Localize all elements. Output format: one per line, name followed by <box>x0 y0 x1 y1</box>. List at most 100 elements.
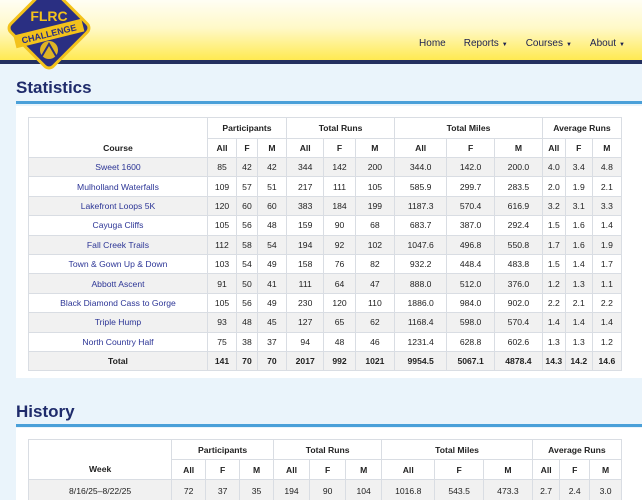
sub-column-header: F <box>446 138 496 158</box>
total-cell: 70 <box>256 350 287 372</box>
table-cell: 1187.3 <box>394 195 448 217</box>
history-participants-header: Participants <box>171 439 275 460</box>
table-cell: 105 <box>354 176 396 197</box>
table-cell: 1.7 <box>591 253 623 275</box>
table-cell: 2.2 <box>591 292 623 314</box>
total-cell: 1021 <box>354 350 396 372</box>
course-link[interactable]: Lakefront Loops 5K <box>28 195 208 217</box>
caret-down-icon: ▼ <box>619 41 625 48</box>
table-cell: 1168.4 <box>394 312 448 333</box>
nav-courses[interactable]: Courses ▼ <box>517 38 581 49</box>
table-cell: 1.1 <box>591 273 623 294</box>
table-cell: 93 <box>206 312 238 333</box>
course-link[interactable]: Mulholland Waterfalls <box>28 176 208 197</box>
table-cell: 200.0 <box>494 156 543 178</box>
nav-home[interactable]: Home <box>410 38 455 49</box>
course-link[interactable]: Town & Gown Up & Down <box>28 253 208 275</box>
table-cell: 1.5 <box>541 215 566 236</box>
table-cell: 1.9 <box>591 234 623 255</box>
table-cell: 92 <box>323 234 356 255</box>
main-nav: Home Reports ▼ Courses ▼ About ▼ <box>410 38 634 49</box>
table-cell: 54 <box>256 234 287 255</box>
table-cell: 683.7 <box>394 215 448 236</box>
table-cell: 1.5 <box>541 253 566 275</box>
sub-column-header: All <box>285 138 325 158</box>
week-header-spacer <box>27 439 173 460</box>
table-cell: 2.7 <box>531 479 561 500</box>
table-cell: 105 <box>206 292 238 314</box>
nav-about[interactable]: About ▼ <box>581 38 634 49</box>
total-cell: 70 <box>236 350 258 372</box>
table-cell: 570.4 <box>446 195 496 217</box>
table-cell: 37 <box>205 479 241 500</box>
course-link[interactable]: Abbott Ascent <box>28 273 208 294</box>
table-row: North Country Half 75 38 37 94 48 46 1231.4 628.… <box>28 331 623 352</box>
total-cell: 2017 <box>285 350 325 372</box>
table-cell: 3.4 <box>564 156 593 178</box>
sub-column-header: All <box>206 138 238 158</box>
table-cell: 376.0 <box>494 273 543 294</box>
table-cell: 159 <box>285 215 325 236</box>
table-cell: 2.4 <box>559 479 591 500</box>
table-cell: 1.3 <box>564 273 593 294</box>
total-cell: 5067.1 <box>446 350 496 372</box>
table-cell: 56 <box>236 215 258 236</box>
sub-column-header: F <box>205 459 241 480</box>
table-cell: 194 <box>285 234 325 255</box>
table-cell: 1.4 <box>591 215 623 236</box>
course-link[interactable]: Black Diamond Cass to Gorge <box>28 292 208 314</box>
table-cell: 448.4 <box>446 253 496 275</box>
table-cell: 4.0 <box>541 156 566 178</box>
week-cell: 8/16/25–8/22/25 <box>27 479 173 500</box>
table-cell: 344 <box>285 156 325 178</box>
table-cell: 64 <box>323 273 356 294</box>
table-cell: 3.0 <box>589 479 622 500</box>
course-link[interactable]: Sweet 1600 <box>28 156 208 178</box>
course-link[interactable]: Cayuga Cliffs <box>28 215 208 236</box>
table-cell: 1.7 <box>541 234 566 255</box>
table-cell: 65 <box>323 312 356 333</box>
table-cell: 1886.0 <box>394 292 448 314</box>
history-card: Participants Total Runs Total Miles Aver… <box>16 428 642 500</box>
table-cell: 602.6 <box>494 331 543 352</box>
table-row: 8/16/25–8/22/25 72 37 35 194 90 104 1016.8 543.5… <box>27 479 622 500</box>
statistics-table: Participants Total Runs Total Miles Aver… <box>28 117 623 372</box>
table-cell: 283.5 <box>494 176 543 197</box>
history-average-runs-header: Average Runs <box>531 439 623 460</box>
table-cell: 142.0 <box>446 156 496 178</box>
table-cell: 54 <box>236 253 258 275</box>
table-cell: 217 <box>285 176 325 197</box>
table-cell: 2.0 <box>541 176 566 197</box>
table-cell: 42 <box>236 156 258 178</box>
average-runs-header: Average Runs <box>541 117 623 139</box>
table-row: Cayuga Cliffs 105 56 48 159 90 68 683.7 387.0 292… <box>28 215 623 236</box>
course-link[interactable]: Triple Hump <box>28 312 208 333</box>
table-cell: 42 <box>256 156 287 178</box>
flrc-challenge-logo[interactable]: FLRC CHALLENGE <box>6 0 92 70</box>
course-link[interactable]: Fall Creek Trails <box>28 234 208 255</box>
table-cell: 56 <box>236 292 258 314</box>
table-cell: 41 <box>256 273 287 294</box>
table-cell: 1.9 <box>564 176 593 197</box>
table-cell: 932.2 <box>394 253 448 275</box>
nav-courses-label: Courses <box>525 38 563 49</box>
statistics-heading: Statistics <box>16 78 92 97</box>
sub-column-header: M <box>483 459 533 480</box>
nav-reports[interactable]: Reports ▼ <box>455 38 517 49</box>
history-table: Participants Total Runs Total Miles Aver… <box>27 439 623 500</box>
caret-down-icon: ▼ <box>501 41 508 48</box>
table-cell: 3.3 <box>591 195 623 217</box>
table-cell: 1.4 <box>541 312 566 333</box>
total-label: Total <box>28 350 208 372</box>
table-cell: 194 <box>273 479 311 500</box>
history-total-miles-header: Total Miles <box>381 439 533 460</box>
table-row: Mulholland Waterfalls 109 57 51 217 111 105 585… <box>28 176 623 197</box>
table-cell: 85 <box>206 156 238 178</box>
sub-column-header: F <box>564 138 593 158</box>
sub-column-header: All <box>171 459 207 480</box>
table-cell: 120 <box>323 292 356 314</box>
table-cell: 127 <box>285 312 325 333</box>
table-cell: 91 <box>206 273 238 294</box>
course-link[interactable]: North Country Half <box>28 331 208 352</box>
sub-column-header: All <box>273 459 311 480</box>
